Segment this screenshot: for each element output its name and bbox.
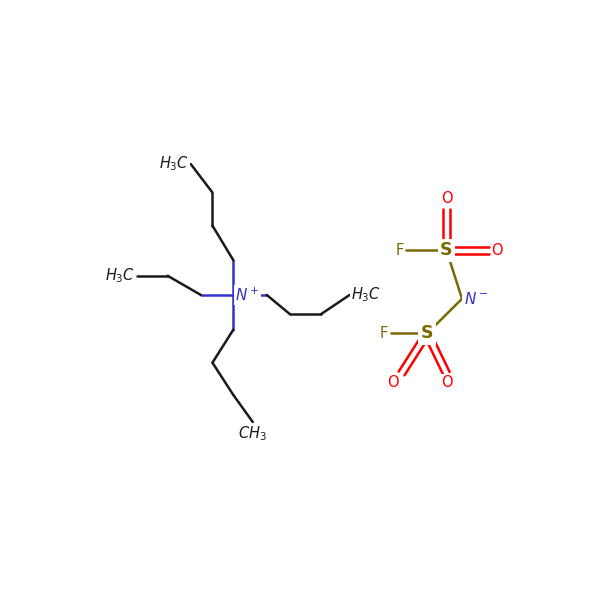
Text: F: F [380,326,389,341]
Text: O: O [440,192,452,207]
Text: $H_3C$: $H_3C$ [351,285,381,304]
Text: $CH_3$: $CH_3$ [238,424,267,443]
Text: O: O [492,243,503,258]
Text: $H_3C$: $H_3C$ [159,155,189,173]
Text: F: F [396,243,404,258]
Text: O: O [387,375,399,390]
Text: $N^-$: $N^-$ [464,291,488,307]
Text: $H_3C$: $H_3C$ [105,266,135,285]
Text: S: S [440,241,453,259]
Text: S: S [421,324,433,343]
Text: O: O [440,375,452,390]
Text: $N^+$: $N^+$ [235,287,259,304]
